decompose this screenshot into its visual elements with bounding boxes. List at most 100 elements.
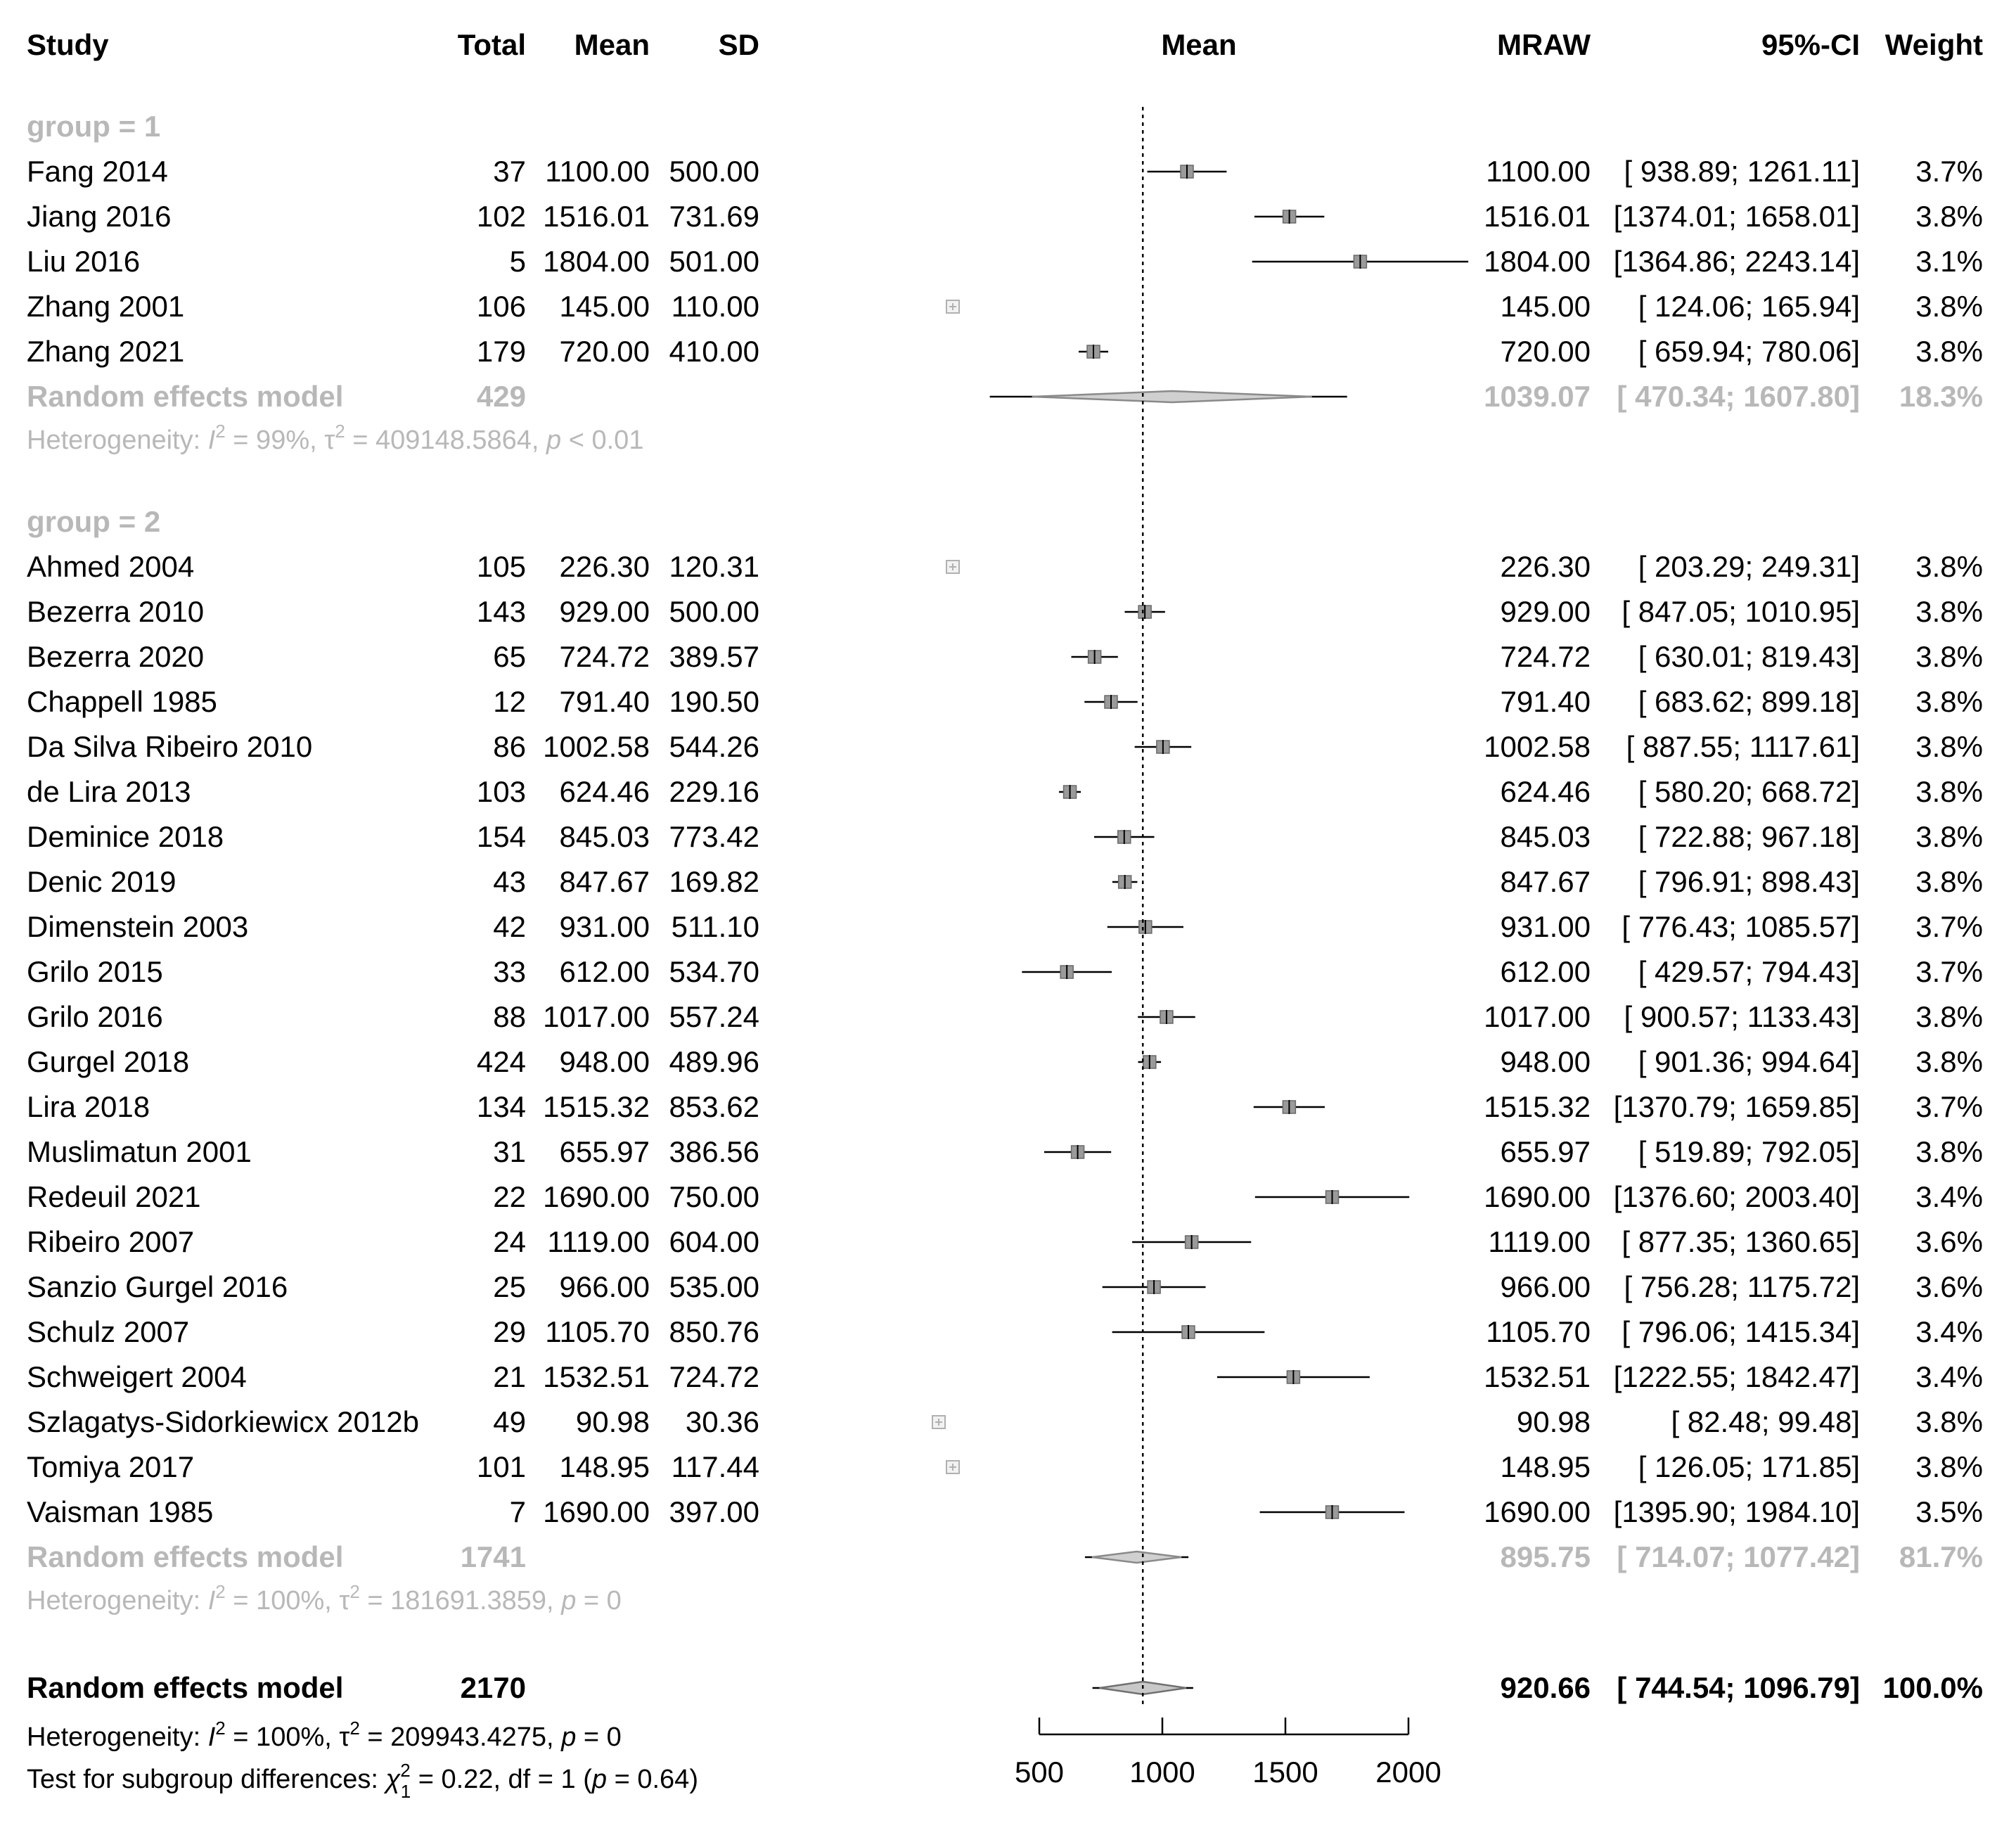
group-1-heterogeneity-i2-sup: 2 <box>215 421 225 442</box>
group-2-study-1-marker <box>946 560 960 574</box>
group-2-study-22-total: 7 <box>510 1495 526 1528</box>
subgroup-test-p-value: = 0.64) <box>607 1765 698 1794</box>
overall-heterogeneity-tau-value: = 209943.4275, <box>360 1722 561 1752</box>
group-1-heterogeneity-tau-sup: 2 <box>335 421 345 442</box>
group-2-study-11-name: Grilo 2016 <box>27 1000 163 1033</box>
subgroup-test-chi-sub: 1 <box>401 1781 411 1802</box>
group-2-study-10-name: Grilo 2015 <box>27 955 163 988</box>
x-tick-label-2000: 2000 <box>1375 1755 1441 1789</box>
subgroup-test-chi: χ <box>383 1765 401 1794</box>
group-2-label: group = 2 <box>27 505 160 538</box>
x-tick-label-1000: 1000 <box>1129 1755 1195 1789</box>
group-1-heterogeneity-tau-label: τ <box>324 426 335 455</box>
overall-model-label: Random effects model <box>27 1671 343 1704</box>
group-2-study-4-mraw: 791.40 <box>1501 685 1591 718</box>
group-2-study-4-total: 12 <box>493 685 526 718</box>
group-2-study-3-name: Bezerra 2020 <box>27 640 204 673</box>
group-1-study-2-ci: [1374.01; 1658.01] <box>1614 200 1860 233</box>
group-1-model-total: 429 <box>477 380 526 413</box>
group-1-study-5-name: Zhang 2021 <box>27 335 184 368</box>
group-2-study-15-weight: 3.4% <box>1915 1180 1983 1213</box>
group-2-study-13-marker <box>1253 1100 1325 1114</box>
group-2-study-6-weight: 3.8% <box>1915 775 1983 808</box>
group-2-study-5-weight: 3.8% <box>1915 730 1983 763</box>
group-2-study-11-marker <box>1138 1010 1195 1024</box>
group-2-study-6-mean: 624.46 <box>560 775 650 808</box>
group-2-study-8-mraw: 847.67 <box>1501 865 1591 898</box>
group-1-study-3-weight: 3.1% <box>1915 245 1983 278</box>
group-1-study-3-total: 5 <box>510 245 526 278</box>
group-2-study-19-sd: 724.72 <box>669 1360 759 1393</box>
group-2-study-14-ci: [ 519.89; 792.05] <box>1638 1135 1860 1168</box>
group-2-study-21-mean: 148.95 <box>560 1450 650 1483</box>
group-2-heterogeneity-p-value: = 0 <box>576 1586 621 1616</box>
group-2-study-11-mean: 1017.00 <box>543 1000 650 1033</box>
group-2-study-1-mean: 226.30 <box>560 550 650 583</box>
group-2-study-14-total: 31 <box>493 1135 526 1168</box>
group-1-model-diamond <box>1032 390 1312 404</box>
group-2-study-7-marker <box>1094 830 1155 844</box>
group-2-study-21-sd: 117.44 <box>672 1450 759 1483</box>
group-1-study-5-mraw: 720.00 <box>1501 335 1591 368</box>
group-1-heterogeneity-tau-value: = 409148.5864, <box>345 426 546 455</box>
group-2-study-7-weight: 3.8% <box>1915 820 1983 853</box>
header-weight: Weight <box>1885 28 1983 61</box>
group-2-study-19-ci: [1222.55; 1842.47] <box>1614 1360 1860 1393</box>
group-2-study-16-mean: 1119.00 <box>547 1225 650 1258</box>
group-2-study-16-weight: 3.6% <box>1915 1225 1983 1258</box>
group-2-heterogeneity-p-label: p <box>560 1586 576 1616</box>
group-2-study-4-name: Chappell 1985 <box>27 685 217 718</box>
group-2-study-14-sd: 386.56 <box>669 1135 759 1168</box>
header-mraw: MRAW <box>1497 28 1591 61</box>
group-1-study-1-mraw: 1100.00 <box>1486 155 1591 188</box>
group-2-study-5-marker <box>1134 740 1192 754</box>
group-2-study-21-ci: [ 126.05; 171.85] <box>1638 1450 1860 1483</box>
group-2-study-17-weight: 3.6% <box>1915 1270 1983 1303</box>
group-2-study-17-total: 25 <box>493 1270 526 1303</box>
group-1-study-3-name: Liu 2016 <box>27 245 140 278</box>
subgroup-test-p-label: p <box>591 1765 607 1794</box>
group-1-study-3-ci: [1364.86; 2243.14] <box>1614 245 1860 278</box>
group-2-study-20-marker <box>932 1415 946 1429</box>
group-1-study-5-ci: [ 659.94; 780.06] <box>1638 335 1860 368</box>
overall-heterogeneity-i2-value: = 100%, <box>226 1722 340 1752</box>
group-2-study-7-total: 154 <box>477 820 526 853</box>
group-2-study-18-total: 29 <box>493 1315 526 1348</box>
group-2-study-6-name: de Lira 2013 <box>27 775 191 808</box>
group-2-model-mraw: 895.75 <box>1501 1540 1591 1573</box>
overall-heterogeneity-p-label: p <box>560 1722 576 1752</box>
group-1-study-2-weight: 3.8% <box>1915 200 1983 233</box>
x-tick-label-1500: 1500 <box>1252 1755 1318 1789</box>
group-1-study-5-mean: 720.00 <box>560 335 650 368</box>
group-2-study-22-mraw: 1690.00 <box>1484 1495 1591 1528</box>
group-1-study-1-total: 37 <box>493 155 526 188</box>
overall-model-mraw: 920.66 <box>1501 1671 1591 1704</box>
group-2-study-19-weight: 3.4% <box>1915 1360 1983 1393</box>
group-2-study-18-ci: [ 796.06; 1415.34] <box>1622 1315 1860 1348</box>
header-mean: Mean <box>574 28 650 61</box>
group-1-heterogeneity: Heterogeneity: I2 = 99%, τ2 = 409148.586… <box>27 421 643 455</box>
group-2-study-13-mraw: 1515.32 <box>1484 1090 1591 1123</box>
group-2-study-18-marker <box>1112 1325 1265 1339</box>
group-2-study-17-mraw: 966.00 <box>1501 1270 1591 1303</box>
group-2-study-5-name: Da Silva Ribeiro 2010 <box>27 730 312 763</box>
group-2-study-4-marker <box>1084 695 1138 709</box>
group-2-heterogeneity-tau-value: = 181691.3859, <box>360 1586 561 1616</box>
group-2-study-22-name: Vaisman 1985 <box>27 1495 213 1528</box>
group-2-study-10-sd: 534.70 <box>669 955 759 988</box>
group-2-heterogeneity-tau-label: τ <box>339 1586 349 1616</box>
group-2-study-21-marker <box>946 1460 960 1474</box>
group-2-study-21-mraw: 148.95 <box>1501 1450 1591 1483</box>
group-2-study-12-marker <box>1138 1055 1162 1069</box>
header-study: Study <box>27 28 109 61</box>
group-2-study-1-ci: [ 203.29; 249.31] <box>1638 550 1860 583</box>
group-2-study-14-weight: 3.8% <box>1915 1135 1983 1168</box>
group-2-study-7-ci: [ 722.88; 967.18] <box>1638 820 1860 853</box>
group-2-study-17-marker <box>1102 1280 1206 1294</box>
group-2-study-11-total: 88 <box>493 1000 526 1033</box>
group-1-study-1-name: Fang 2014 <box>27 155 168 188</box>
group-1-study-2-sd: 731.69 <box>669 200 759 233</box>
overall-heterogeneity-tau-sup: 2 <box>349 1718 359 1739</box>
group-2-study-10-weight: 3.7% <box>1915 955 1983 988</box>
